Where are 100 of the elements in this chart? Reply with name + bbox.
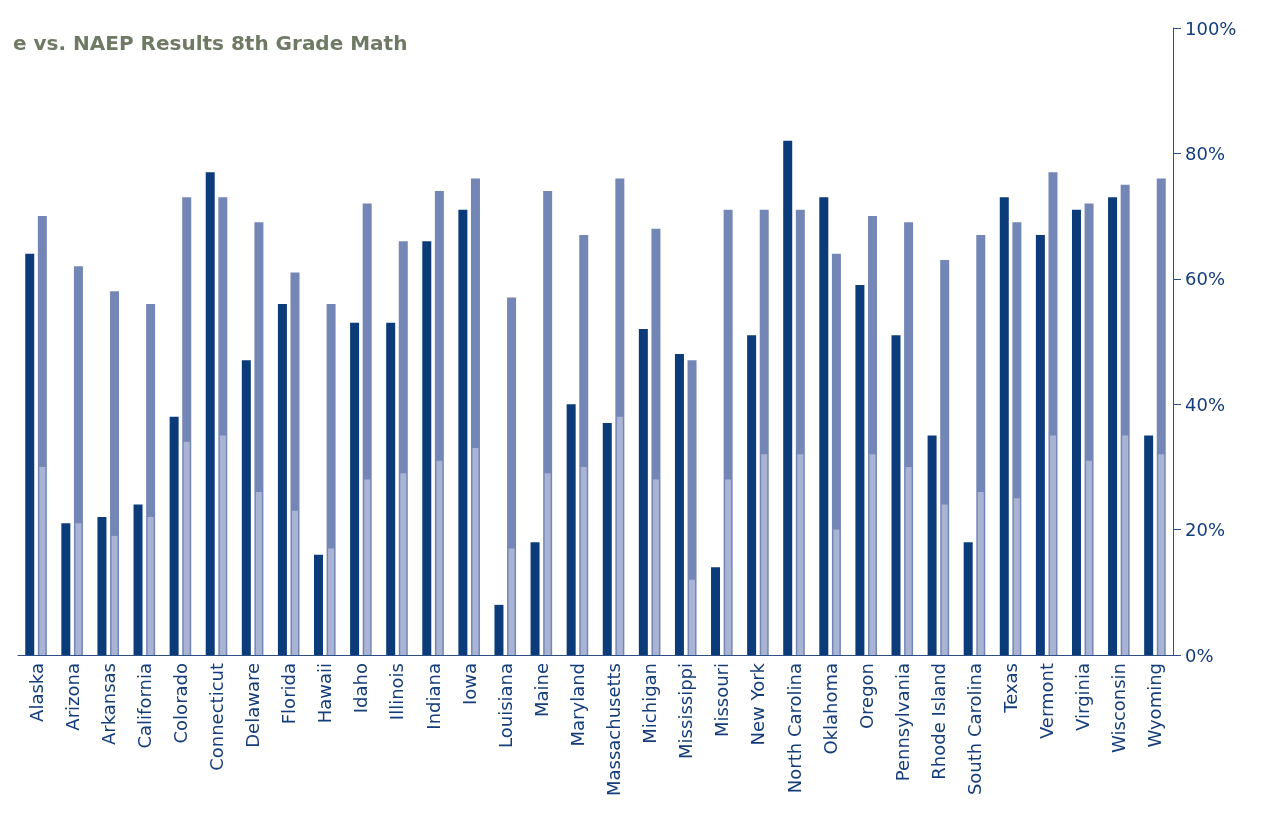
- bar: [350, 322, 360, 655]
- x-tick-label: Connecticut: [206, 663, 228, 771]
- x-tick-label: Hawaii: [314, 663, 336, 724]
- bar: [1013, 498, 1020, 655]
- y-tick-label: 0%: [1185, 644, 1214, 666]
- x-tick-label: Massachusetts: [603, 663, 625, 797]
- y-tick-label: 100%: [1185, 17, 1237, 39]
- bar: [869, 454, 876, 655]
- bar: [39, 466, 46, 655]
- bar: [580, 466, 587, 655]
- bar: [761, 454, 768, 655]
- bar: [364, 479, 371, 655]
- bar: [386, 322, 396, 655]
- bar: [111, 535, 118, 655]
- bar: [1086, 460, 1093, 655]
- x-tick-label: Mississippi: [675, 663, 697, 759]
- x-tick-label: Arkansas: [97, 663, 119, 746]
- bar: [436, 460, 443, 655]
- bar: [422, 241, 432, 655]
- x-tick-label: Wyoming: [1144, 663, 1166, 748]
- bar: [400, 473, 407, 655]
- x-tick-label: Oregon: [855, 663, 877, 730]
- bar: [530, 542, 540, 655]
- bar: [1108, 197, 1118, 655]
- bar: [602, 423, 612, 655]
- bar: [652, 479, 659, 655]
- x-tick-label: Vermont: [1036, 663, 1058, 740]
- bar: [833, 529, 840, 655]
- bar: [494, 604, 504, 655]
- bar: [183, 441, 190, 655]
- bar: [638, 328, 648, 655]
- bar: [241, 360, 251, 655]
- x-tick-label: Rhode Island: [927, 663, 949, 780]
- bar: [255, 491, 262, 655]
- x-tick-label: Texas: [1000, 663, 1022, 714]
- bar: [1122, 435, 1129, 655]
- x-tick-label: Iowa: [458, 663, 480, 706]
- bar: [169, 416, 179, 655]
- bar: [458, 209, 468, 655]
- x-tick-label: Missouri: [711, 663, 733, 738]
- bar: [219, 435, 226, 655]
- bar: [508, 548, 515, 655]
- bar: [783, 140, 793, 655]
- y-tick-label: 40%: [1185, 393, 1226, 415]
- x-tick-label: North Carolina: [783, 663, 805, 794]
- bar: [927, 435, 937, 655]
- bar: [819, 197, 829, 655]
- bar: [977, 491, 984, 655]
- bar: [314, 554, 323, 655]
- x-tick-label: Arizona: [61, 663, 83, 731]
- bar: [544, 473, 551, 655]
- bar: [147, 517, 154, 655]
- bar: [472, 448, 479, 655]
- x-tick-label: Oklahoma: [819, 663, 841, 755]
- bar: [674, 354, 684, 655]
- bar: [566, 404, 576, 655]
- bar: [1071, 209, 1081, 655]
- x-tick-label: Colorado: [169, 663, 191, 744]
- bar: [725, 479, 732, 655]
- x-tick-label: Florida: [278, 663, 300, 725]
- x-tick-label: Virginia: [1072, 663, 1094, 731]
- bar: [205, 172, 215, 655]
- x-tick-label: Alaska: [25, 663, 47, 722]
- x-tick-label: Maryland: [566, 663, 588, 747]
- x-tick-label: California: [133, 663, 155, 749]
- bar: [891, 335, 901, 655]
- y-tick-label: 20%: [1185, 519, 1226, 541]
- bar: [292, 510, 298, 655]
- bar: [797, 454, 804, 655]
- bar: [133, 504, 143, 655]
- bar: [61, 523, 71, 655]
- bar: [328, 548, 335, 655]
- x-tick-label: Indiana: [422, 663, 444, 730]
- bar: [616, 416, 623, 655]
- x-tick-label: South Carolina: [963, 663, 985, 796]
- bar: [277, 303, 287, 655]
- x-tick-label: Wisconsin: [1108, 663, 1130, 753]
- bar: [905, 466, 912, 655]
- bar: [855, 285, 865, 655]
- bar: [941, 504, 948, 655]
- x-tick-label: Delaware: [242, 663, 264, 748]
- bar: [75, 523, 82, 655]
- bar: [25, 253, 35, 655]
- x-tick-label: Pennsylvania: [891, 663, 913, 782]
- bar: [711, 567, 721, 655]
- bar: [97, 517, 107, 655]
- x-tick-label: Illinois: [386, 663, 408, 721]
- x-tick-label: New York: [747, 662, 769, 746]
- x-tick-label: Michigan: [639, 663, 661, 744]
- x-tick-label: Louisiana: [494, 663, 516, 748]
- bar: [689, 579, 696, 655]
- bar: [1035, 234, 1045, 655]
- x-tick-label: Maine: [530, 663, 552, 718]
- y-tick-label: 80%: [1185, 142, 1226, 164]
- bar: [747, 335, 757, 655]
- chart-title: e vs. NAEP Results 8th Grade Math: [13, 31, 408, 55]
- bar: [1049, 435, 1056, 655]
- bar: [1158, 454, 1165, 655]
- y-tick-label: 60%: [1185, 268, 1226, 290]
- bar: [999, 197, 1009, 655]
